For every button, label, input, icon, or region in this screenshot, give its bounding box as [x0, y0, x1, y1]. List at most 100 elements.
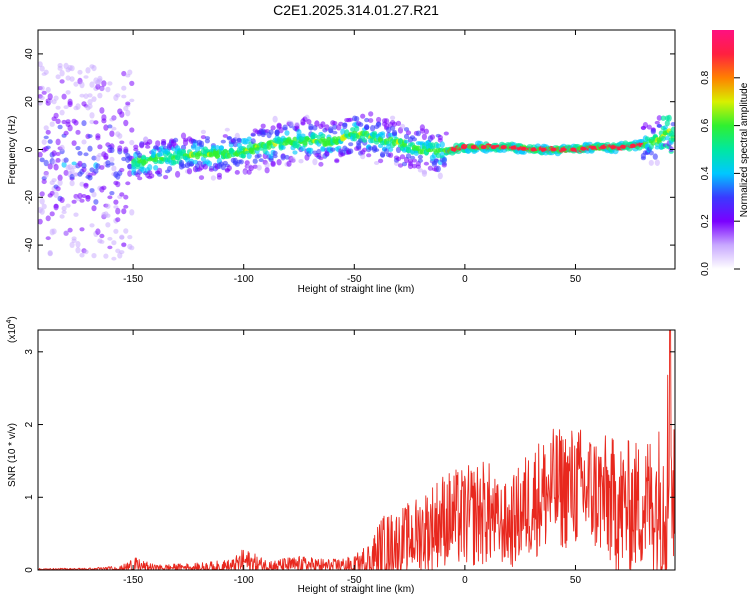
spectrogram-cell	[232, 141, 238, 148]
spectrogram-y-ticks: -40 -20 0 20 40	[24, 48, 675, 252]
spectrogram-cell	[248, 165, 254, 172]
spectrogram-cell	[43, 69, 49, 75]
spectrogram-cell	[127, 170, 133, 177]
spectrogram-cell	[89, 188, 95, 193]
spectrogram-cell	[125, 101, 131, 106]
spectrogram-cell	[49, 190, 55, 196]
spectrogram-cell	[437, 172, 443, 180]
spectrogram-cell	[45, 145, 51, 150]
spectrogram-cell	[180, 144, 187, 151]
spectrogram-cell	[123, 228, 129, 234]
spectrogram-cell	[216, 172, 222, 178]
spectrogram-cell	[200, 135, 206, 140]
spectrogram-cell	[272, 150, 278, 156]
spectrogram-cell	[662, 125, 668, 130]
spectrogram-cell-peak	[530, 147, 537, 152]
spectrogram-cell	[399, 123, 406, 130]
spectrogram-cell	[256, 153, 262, 158]
spectrogram-cell	[61, 161, 67, 168]
spectrogram-cell-peak	[610, 145, 617, 150]
spectrogram-cell	[109, 147, 115, 154]
spectrogram-cell	[180, 148, 187, 154]
spectrogram-cell	[362, 147, 368, 153]
spectrogram-cell	[65, 90, 71, 95]
spectrogram-cell	[89, 112, 95, 119]
spectrogram-cell	[115, 181, 121, 188]
spectrogram-cell	[69, 167, 75, 175]
spectrogram-cell	[358, 122, 364, 127]
spectrogram-cell	[59, 144, 65, 152]
spectrogram-cell	[290, 156, 296, 163]
spectrogram-cell	[386, 126, 392, 134]
spectrogram-cell	[664, 136, 670, 141]
spectrogram-cell	[292, 150, 298, 155]
spectrogram-cell	[670, 126, 675, 133]
spectrogram-cell	[63, 130, 69, 136]
spectrogram-cell	[113, 228, 119, 234]
spectrogram-cell	[65, 119, 71, 124]
spectrogram-cell	[334, 159, 340, 164]
spectrogram-cell-peak	[630, 143, 636, 148]
spectrogram-cell	[362, 138, 368, 143]
spectrogram-cell	[119, 111, 125, 118]
spectrogram-cell	[73, 212, 79, 217]
spectrogram-cell	[45, 236, 51, 241]
snr-frame	[37, 329, 676, 571]
spectrogram-cell	[129, 127, 135, 133]
spectrogram-cell	[238, 159, 244, 165]
spectrogram-cell	[419, 124, 425, 131]
spectrogram-cell	[67, 101, 73, 108]
spectrogram-cell	[308, 123, 314, 130]
spectrogram-cell	[91, 96, 97, 102]
spectrogram-cell	[208, 168, 214, 172]
spectrogram-cell	[234, 170, 240, 175]
colorbar-tick-label: 0.0	[700, 262, 711, 276]
spectrogram-cell	[38, 151, 43, 158]
colorbar-tick-label: 0.4	[700, 166, 711, 180]
spectrogram-cell	[59, 197, 65, 203]
spectrogram-cell-peak	[580, 146, 587, 151]
spectrogram-cell	[75, 241, 81, 248]
spectrogram-cell	[49, 121, 55, 127]
spectrogram-cell	[73, 172, 79, 177]
spectrogram-cell	[403, 139, 410, 144]
spectrogram-cell	[354, 126, 360, 132]
x-tick-label: 0	[462, 274, 468, 285]
spectrogram-cell	[63, 105, 69, 109]
spectrogram-cell	[81, 162, 87, 169]
spectrogram-cell	[427, 165, 433, 171]
spectrogram-cell	[330, 147, 336, 152]
spectrogram-cell-peak	[460, 145, 467, 150]
spectrogram-cell	[196, 160, 203, 165]
spectrogram-cell	[105, 213, 111, 218]
spectrogram-cell	[123, 105, 129, 112]
spectrogram-x-ticks: -150 -100 -50 0 50	[123, 30, 581, 285]
spectrogram-cell	[55, 138, 61, 146]
spectrogram-cell	[111, 256, 117, 261]
spectrogram-cell	[206, 160, 212, 167]
spectrogram-cell	[69, 65, 75, 72]
spectrogram-cell	[77, 151, 83, 156]
spectrogram-cell	[39, 198, 45, 205]
spectrogram-cell	[656, 115, 662, 121]
spectrogram-cell	[320, 133, 326, 138]
spectrogram-cell	[340, 128, 346, 136]
snr-y-label: SNR (10 * v/v)	[7, 423, 18, 487]
spectrogram-cell	[51, 178, 57, 183]
spectrogram-cell	[242, 170, 248, 175]
y-tick-label: 40	[24, 48, 35, 60]
spectrogram-cell	[648, 150, 654, 156]
spectrogram-cell	[63, 230, 69, 236]
spectrogram-cell	[131, 166, 137, 173]
spectrogram-cell	[286, 160, 292, 167]
spectrogram-cell	[417, 168, 423, 173]
spectrogram-cell	[376, 121, 382, 126]
spectrogram-cell	[157, 167, 163, 175]
spectrogram-cell	[314, 120, 320, 127]
spectrogram-x-label: Height of straight line (km)	[298, 284, 415, 295]
spectrogram-cell	[429, 134, 435, 140]
spectrogram-cell-peak	[490, 145, 497, 150]
spectrogram-cell	[654, 120, 660, 125]
spectrogram-cell	[107, 245, 113, 250]
colorbar-gradient	[712, 30, 734, 269]
